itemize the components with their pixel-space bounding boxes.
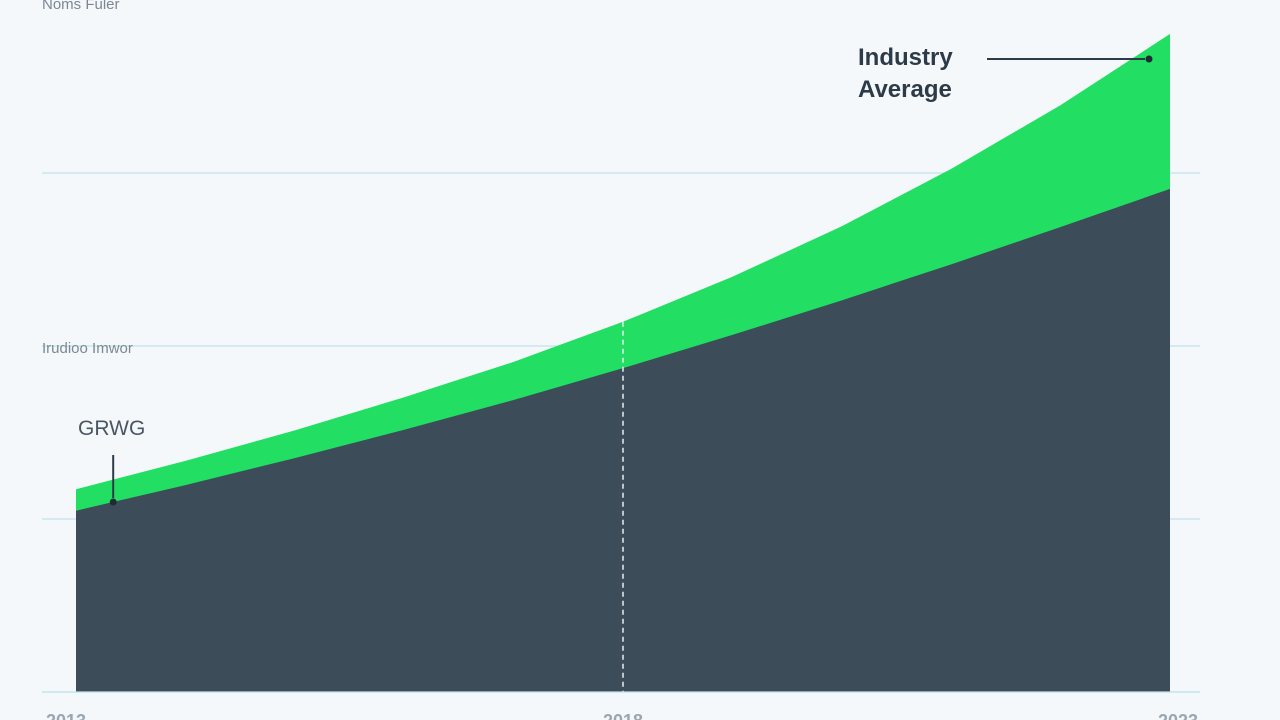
x-tick-label: 2013 (46, 711, 86, 720)
industry-callout-label-line1: Industry (858, 44, 953, 71)
annotation-layer: GRWG Industry Average (78, 44, 1153, 506)
x-tick-label: 2023 (1158, 711, 1198, 720)
axis-label-mid-left: Irudioo Imwor (42, 340, 133, 357)
grwg-callout-label: GRWG (78, 417, 145, 440)
x-axis-ticks: 2013 2018 2023 (42, 691, 1200, 720)
axis-label-top-left: Noms Fuler (42, 0, 120, 13)
industry-callout-label-line2: Average (858, 76, 952, 103)
x-tick-label: 2018 (603, 711, 643, 720)
grwg-callout-dot (109, 498, 117, 506)
industry-callout-dot (1145, 55, 1153, 63)
